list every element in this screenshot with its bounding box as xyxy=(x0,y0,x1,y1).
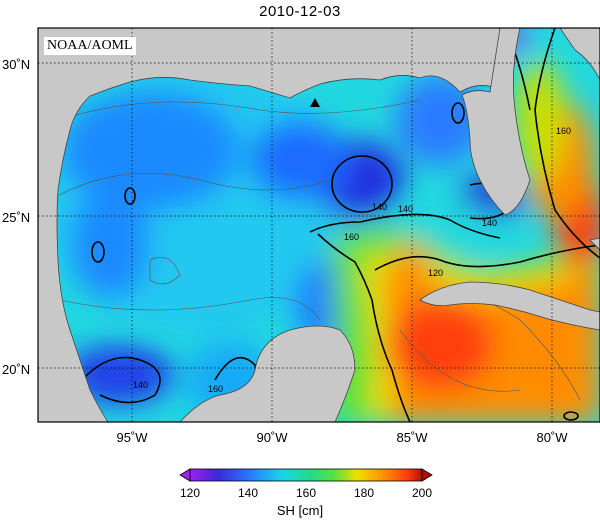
contour-label: 160 xyxy=(344,232,359,242)
colorbar-unit-label: SH [cm] xyxy=(276,503,324,518)
map-title: 2010-12-03 xyxy=(259,3,341,20)
graticule xyxy=(38,28,600,422)
contour-label-group: 140 140 140 140 160 160 120 160 xyxy=(133,126,571,394)
lat-label-20n: 20˚N xyxy=(2,362,31,377)
contour-label: 140 xyxy=(398,204,413,214)
lon-label-90w: 90˚W xyxy=(256,430,288,445)
lon-label-80w: 80˚W xyxy=(536,430,568,445)
contour-label: 140 xyxy=(133,380,148,390)
lon-label-85w: 85˚W xyxy=(396,430,428,445)
florida xyxy=(461,28,531,216)
lon-label-95w: 95˚W xyxy=(116,430,148,445)
map-frame xyxy=(37,27,600,423)
colorbar xyxy=(179,468,433,482)
contour-label: 160 xyxy=(556,126,571,136)
hispaniola-hint xyxy=(589,237,600,251)
lat-label-30n: 30˚N xyxy=(2,57,31,72)
cuba xyxy=(419,281,600,331)
colorbar-tick-label: 180 xyxy=(353,486,375,500)
contour-label: 140 xyxy=(372,202,387,212)
colorbar-tick-label: 160 xyxy=(295,486,317,500)
colorbar-tick-label: 200 xyxy=(411,486,433,500)
station-marker-icon xyxy=(310,98,320,107)
land-masses xyxy=(38,28,600,422)
yucatan xyxy=(179,325,356,422)
us-gulf-coast xyxy=(38,28,501,422)
colorbar-tick-label: 120 xyxy=(179,486,201,500)
credit-label: NOAA/AOML xyxy=(44,37,136,55)
contour-label: 120 xyxy=(428,268,443,278)
contour-label: 140 xyxy=(482,218,497,228)
lat-label-25n: 25˚N xyxy=(2,210,31,225)
contour-label: 160 xyxy=(208,384,223,394)
colorbar-tick-label: 140 xyxy=(237,486,259,500)
contour-lines xyxy=(81,28,600,422)
